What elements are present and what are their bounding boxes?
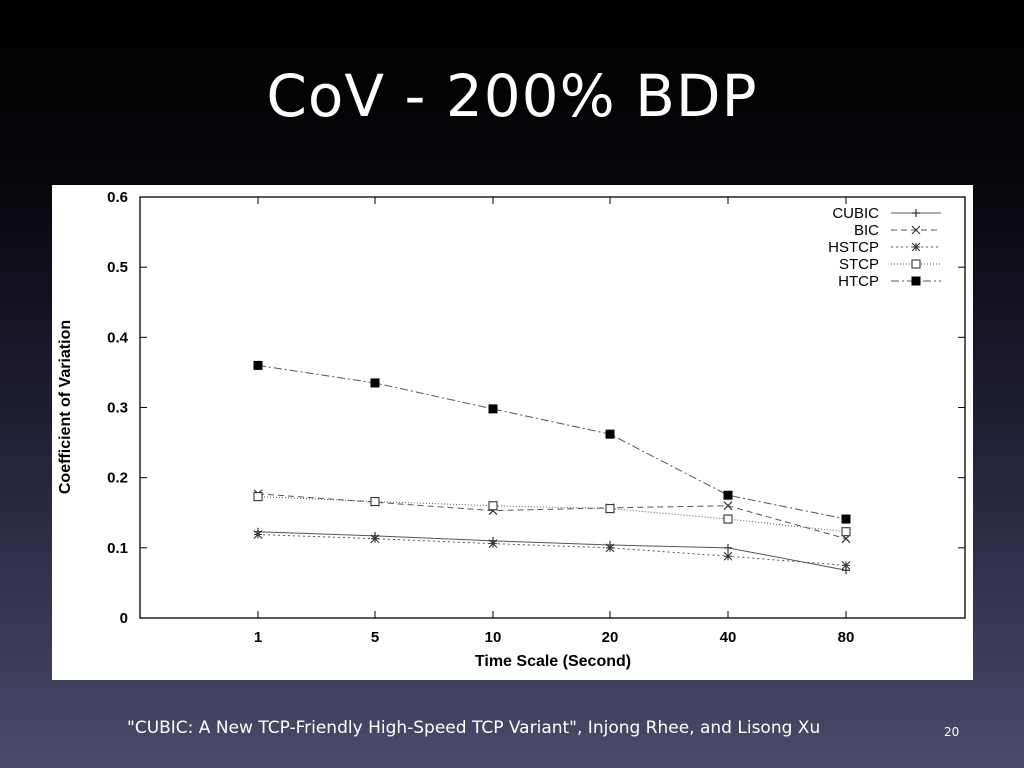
series-line <box>257 531 847 571</box>
chart-panel: 0 0.1 0.2 0.3 0.4 0.5 0.6 1 5 10 20 40 80 CUBIC BIC HS… <box>52 185 973 680</box>
point-marker <box>488 501 498 511</box>
point-marker <box>723 490 733 500</box>
y-tick-label: 0.4 <box>107 329 129 346</box>
x-tick-label: 20 <box>602 629 619 646</box>
point-marker <box>253 492 263 502</box>
point-marker <box>253 530 263 539</box>
legend-item-bic: BIC <box>854 222 941 239</box>
point-marker <box>723 501 733 511</box>
series-line <box>257 493 847 540</box>
series-hstcp <box>253 530 851 570</box>
point-marker <box>912 209 920 217</box>
point-marker <box>841 514 851 524</box>
legend-item-htcp: HTCP <box>838 273 941 290</box>
y-tick-label: 0.5 <box>107 259 128 276</box>
point-marker <box>841 527 851 537</box>
point-marker <box>911 225 921 235</box>
point-marker <box>488 539 498 549</box>
x-tick-label: 10 <box>485 629 502 646</box>
point-marker <box>605 503 615 514</box>
series-line <box>257 534 847 566</box>
point-marker <box>841 560 851 570</box>
y-tick-label: 0.1 <box>107 540 128 557</box>
point-marker <box>488 404 498 414</box>
slide-title: CoV - 200% BDP <box>266 62 758 130</box>
x-tick-label: 1 <box>254 629 262 646</box>
point-marker <box>911 276 921 286</box>
citation-text: "CUBIC: A New TCP-Friendly High-Speed TC… <box>127 718 821 738</box>
point-marker <box>723 514 733 524</box>
legend-label: STCP <box>839 256 879 273</box>
y-tick-label: 0.6 <box>107 189 128 206</box>
legend-label: BIC <box>854 222 879 239</box>
series-htcp <box>253 360 851 524</box>
point-marker <box>911 259 921 269</box>
line-chart: 0 0.1 0.2 0.3 0.4 0.5 0.6 1 5 10 20 40 80 CUBICBICHS… <box>57 189 966 670</box>
legend-label: CUBIC <box>832 205 879 222</box>
y-tick-label: 0.2 <box>107 470 128 487</box>
series-cubic <box>254 527 850 575</box>
page-number: 20 <box>944 725 960 739</box>
y-tick-label: 0 <box>120 610 128 627</box>
x-tick-label: 40 <box>720 629 737 646</box>
point-marker <box>605 429 615 439</box>
point-marker <box>724 543 732 552</box>
x-axis-title: Time Scale (Second) <box>475 653 631 670</box>
point-marker <box>605 543 615 553</box>
legend-item-cubic: CUBIC <box>832 205 941 222</box>
axis-ticks: 0 0.1 0.2 0.3 0.4 0.5 0.6 1 5 10 20 40 80 <box>107 189 965 646</box>
series-group <box>253 360 851 575</box>
legend-item-stcp: STCP <box>839 256 941 273</box>
series-line <box>257 364 847 520</box>
legend-item-hstcp: HSTCP <box>828 239 941 256</box>
point-marker <box>370 378 380 388</box>
y-axis-title: Coefficient of Variation <box>57 320 74 494</box>
point-marker <box>370 496 380 507</box>
legend-label: HTCP <box>838 273 879 290</box>
x-tick-label: 80 <box>838 629 855 646</box>
x-tick-label: 5 <box>371 629 379 646</box>
point-marker <box>723 551 733 561</box>
point-marker <box>370 534 380 544</box>
point-marker <box>911 242 921 252</box>
y-tick-label: 0.3 <box>107 400 128 417</box>
point-marker <box>253 360 263 370</box>
legend-label: HSTCP <box>828 239 879 256</box>
series-stcp <box>253 492 851 537</box>
